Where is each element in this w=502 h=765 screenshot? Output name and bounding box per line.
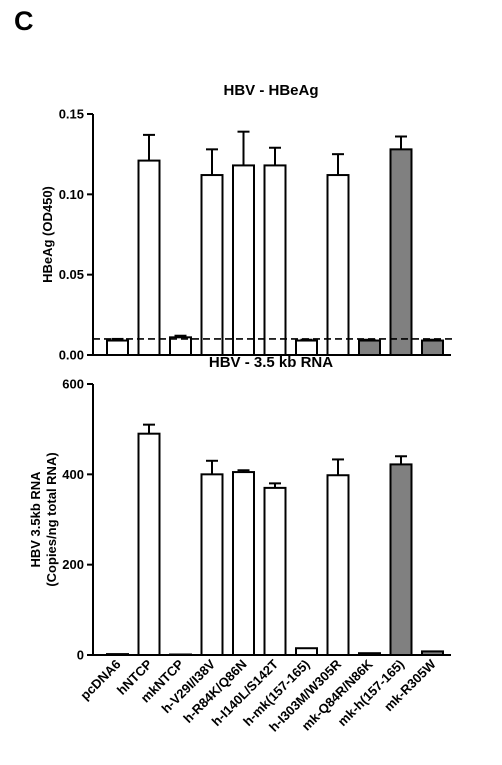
bar [326,474,350,656]
y-axis-label-line: (Copies/ng total RNA) [44,452,59,586]
bar [106,653,129,657]
bar [106,339,129,357]
bar [358,339,381,357]
bar [421,650,444,656]
bar [263,164,287,356]
y-tick-label: 200 [62,557,84,572]
chart-title: HBV - HBeAg [223,82,318,99]
y-tick-label: 600 [62,377,84,392]
bar [326,174,350,356]
bar [200,174,224,356]
y-tick-label: 0.00 [59,348,84,363]
bar [169,653,192,656]
y-axis-label: HBeAg (OD450) [40,186,55,283]
y-tick-label: 0 [77,648,84,663]
y-tick-label: 400 [62,467,84,482]
bar [232,471,255,657]
y-tick-label: 0.15 [59,107,84,122]
y-tick-label: 0.10 [59,187,84,202]
panel-label: C [14,6,34,36]
bar [358,652,381,657]
x-tick-label: pcDNA6 [77,657,123,703]
bar [169,336,192,356]
bar [263,486,287,656]
bar [232,164,255,356]
chart-rna: HBV - 3.5 kb RNA HBV 3.5kb RNA (Copies/ng … [28,354,451,735]
bar [295,339,318,357]
y-axis-label-line: HBV 3.5kb RNA [28,471,43,568]
bar [137,432,161,656]
bar [295,647,318,656]
bar [200,473,224,657]
bar [137,159,161,356]
y-tick-label: 0.05 [59,267,84,282]
bar [389,148,413,356]
bar [389,463,413,656]
chart-title: HBV - 3.5 kb RNA [209,354,333,371]
chart-hbeag: HBV - HBeAg HBeAg (OD450) 0.00 0.05 0.10 0.15 [40,82,453,363]
bar [421,339,444,357]
